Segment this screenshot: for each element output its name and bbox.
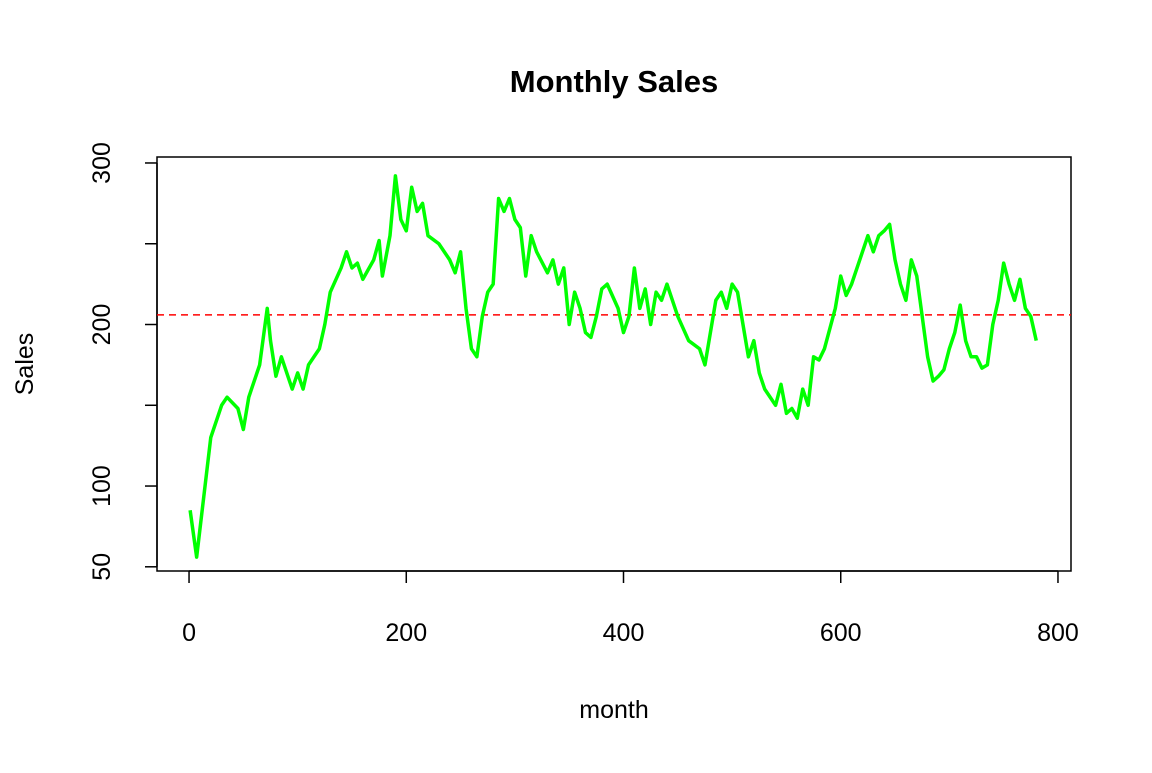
line-series	[188, 174, 1038, 559]
x-axis-label: month	[579, 696, 648, 724]
y-tick-label: 300	[88, 142, 116, 184]
x-tick-label: 200	[385, 619, 427, 647]
y-axis-label: Sales	[11, 333, 39, 396]
y-tick-label: 50	[88, 553, 116, 581]
plot-box	[156, 156, 1072, 572]
x-tick-label: 400	[603, 619, 645, 647]
x-tick-label: 0	[182, 619, 196, 647]
y-tick-label: 200	[88, 304, 116, 346]
x-tick-label: 600	[820, 619, 862, 647]
chart-title: Monthly Sales	[510, 64, 718, 99]
x-tick-label: 800	[1037, 619, 1079, 647]
y-tick-label: 100	[88, 465, 116, 507]
